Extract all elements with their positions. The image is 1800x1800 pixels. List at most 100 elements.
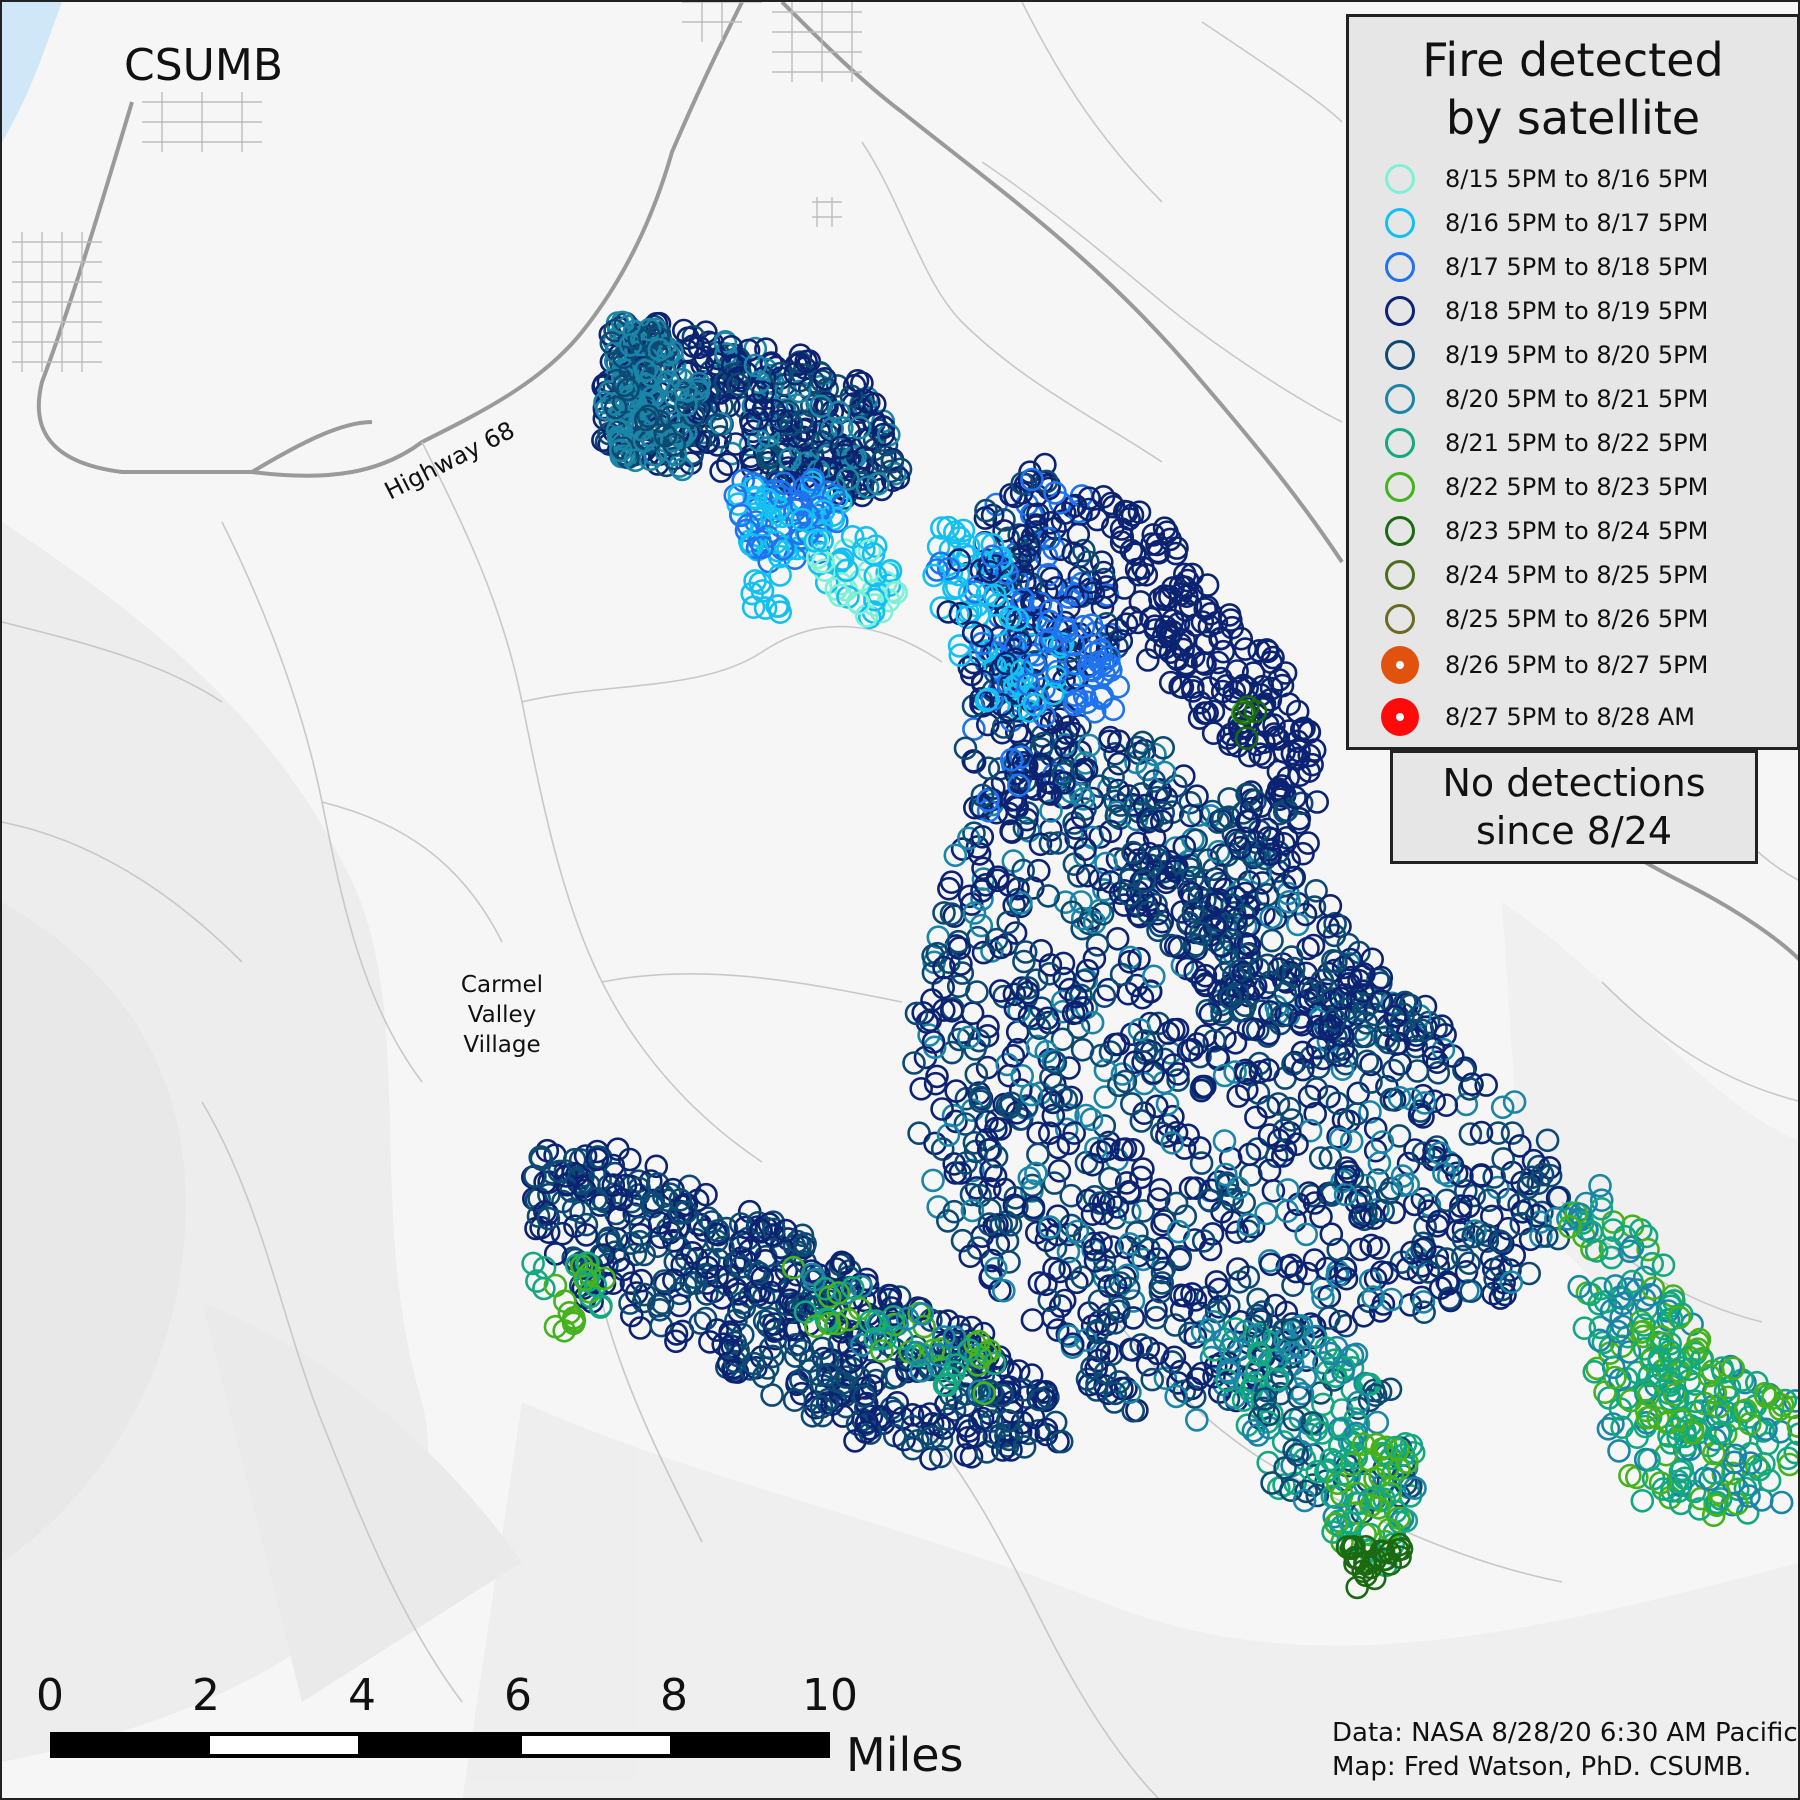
detection-ring bbox=[990, 1383, 1015, 1408]
detection-ring bbox=[904, 1001, 929, 1026]
detection-ring bbox=[1007, 696, 1031, 720]
detection-ring bbox=[1246, 1423, 1270, 1447]
detection-ring bbox=[1150, 1260, 1175, 1285]
detection-ring bbox=[783, 1333, 808, 1357]
detection-ring bbox=[741, 595, 766, 620]
no-detections-box: No detections since 8/24 bbox=[1390, 750, 1758, 864]
detection-ring bbox=[815, 377, 839, 401]
detection-ring bbox=[1188, 1136, 1212, 1160]
detection-ring bbox=[1252, 745, 1277, 770]
no-detections-line: since 8/24 bbox=[1475, 809, 1673, 853]
detection-ring bbox=[550, 1221, 575, 1246]
detection-ring bbox=[1062, 1121, 1086, 1145]
detection-ring bbox=[756, 423, 781, 448]
detection-ring bbox=[1127, 1017, 1152, 1042]
detection-ring bbox=[1648, 1471, 1673, 1495]
detection-ring bbox=[1387, 1124, 1412, 1148]
detection-ring bbox=[1383, 1004, 1407, 1029]
detection-ring bbox=[1038, 831, 1063, 856]
detection-ring bbox=[1710, 1356, 1734, 1380]
detection-ring bbox=[932, 1373, 957, 1397]
detection-ring bbox=[1318, 893, 1343, 918]
detection-ring bbox=[1070, 804, 1095, 829]
detection-ring bbox=[1197, 676, 1221, 700]
detection-ring bbox=[917, 1402, 942, 1426]
data-credit: Data: NASA 8/28/20 6:30 AM Pacific. bbox=[1332, 1718, 1800, 1748]
detection-ring bbox=[1668, 1459, 1693, 1484]
detection-ring bbox=[1412, 1300, 1436, 1324]
detection-ring bbox=[923, 1131, 947, 1156]
detection-ring bbox=[1097, 645, 1121, 669]
detection-ring bbox=[1043, 1050, 1068, 1075]
detection-ring bbox=[1052, 966, 1077, 991]
detection-ring bbox=[1105, 926, 1130, 951]
detection-ring bbox=[1150, 1271, 1174, 1295]
detection-ring bbox=[1154, 615, 1178, 639]
detection-ring bbox=[1042, 1256, 1066, 1281]
detection-ring bbox=[1207, 979, 1231, 1004]
detection-ring bbox=[1006, 671, 1031, 696]
detection-ring bbox=[1310, 1421, 1334, 1445]
detection-ring bbox=[1173, 598, 1198, 622]
detection-ring bbox=[652, 1269, 676, 1293]
detection-ring bbox=[1192, 701, 1217, 725]
detection-ring bbox=[1054, 1087, 1079, 1112]
detection-ring bbox=[922, 563, 946, 588]
detection-ring bbox=[974, 498, 998, 523]
detection-ring bbox=[1021, 1195, 1046, 1220]
detection-ring bbox=[1314, 1336, 1338, 1360]
ocean bbox=[2, 2, 62, 142]
detection-ring bbox=[1606, 1319, 1630, 1344]
detection-ring bbox=[953, 1382, 978, 1406]
detection-ring bbox=[790, 1339, 815, 1363]
legend-item: 8/21 5PM to 8/22 5PM bbox=[1385, 423, 1708, 463]
detection-ring bbox=[1285, 747, 1310, 771]
detection-ring bbox=[985, 1213, 1009, 1237]
detection-ring bbox=[1340, 1535, 1365, 1559]
legend-item: 8/25 5PM to 8/26 5PM bbox=[1385, 599, 1708, 639]
detection-ring bbox=[988, 979, 1013, 1003]
detection-ring bbox=[1236, 783, 1260, 807]
detection-ring bbox=[1049, 1083, 1073, 1108]
detection-ring bbox=[632, 1282, 657, 1307]
detection-ring bbox=[578, 1284, 603, 1309]
detection-ring bbox=[1338, 947, 1363, 972]
detection-ring bbox=[1459, 1279, 1483, 1303]
detection-ring bbox=[599, 331, 624, 355]
detection-ring bbox=[1239, 796, 1264, 821]
detection-ring bbox=[1413, 1236, 1437, 1261]
detection-ring bbox=[1343, 1545, 1367, 1570]
detection-ring bbox=[1017, 775, 1042, 800]
detection-ring bbox=[1109, 629, 1134, 653]
detection-ring bbox=[835, 467, 860, 491]
detection-ring bbox=[1049, 1429, 1074, 1454]
detection-ring bbox=[905, 1429, 930, 1453]
detection-ring bbox=[799, 393, 824, 418]
detection-ring bbox=[1703, 1381, 1727, 1405]
detection-ring bbox=[616, 377, 640, 402]
detection-ring bbox=[1028, 754, 1053, 779]
detection-ring bbox=[1012, 1435, 1037, 1459]
detection-ring bbox=[874, 432, 899, 457]
detection-ring bbox=[1297, 976, 1322, 1001]
detection-ring bbox=[1087, 1289, 1112, 1313]
detection-ring bbox=[617, 1147, 642, 1172]
detection-ring bbox=[1113, 499, 1137, 524]
detection-ring bbox=[1461, 1224, 1485, 1249]
detection-ring bbox=[1026, 1142, 1050, 1167]
detection-ring bbox=[989, 692, 1014, 717]
detection-ring bbox=[988, 1117, 1013, 1141]
detection-ring bbox=[1783, 1440, 1798, 1465]
detection-ring bbox=[1369, 1260, 1394, 1284]
detection-ring bbox=[1110, 1376, 1134, 1401]
detection-ring bbox=[1180, 1038, 1204, 1062]
detection-ring bbox=[1203, 1354, 1228, 1378]
detection-ring bbox=[1013, 940, 1038, 964]
detection-ring bbox=[1293, 902, 1318, 927]
detection-ring bbox=[813, 1276, 837, 1301]
detection-ring bbox=[1188, 1044, 1212, 1069]
detection-ring bbox=[852, 445, 877, 470]
detection-ring bbox=[1558, 1215, 1582, 1239]
detection-ring bbox=[1101, 515, 1125, 540]
detection-ring bbox=[813, 366, 837, 391]
